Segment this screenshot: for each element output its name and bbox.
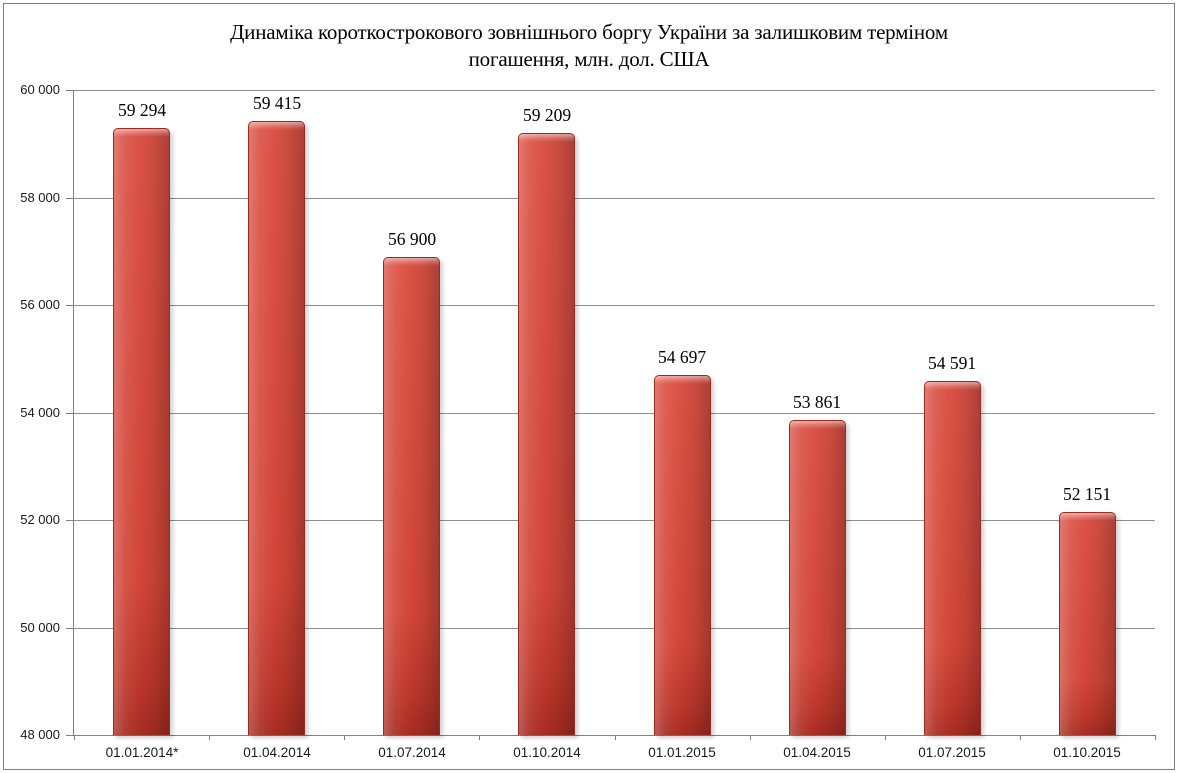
- y-axis-label: 60 000: [20, 82, 60, 97]
- chart-title: Динаміка короткострокового зовнішнього б…: [4, 19, 1174, 73]
- bar: [248, 121, 305, 735]
- bar-value-label: 59 415: [252, 93, 302, 113]
- y-axis-label: 50 000: [20, 620, 60, 635]
- bar-value-label: 56 900: [387, 229, 437, 249]
- y-axis-tick: [66, 520, 74, 521]
- gridline: [74, 520, 1155, 521]
- bar: [924, 381, 981, 735]
- chart-frame: Динаміка короткострокового зовнішнього б…: [3, 3, 1175, 770]
- x-axis-tick: [479, 735, 480, 740]
- gridline: [74, 628, 1155, 629]
- y-axis-tick: [66, 413, 74, 414]
- x-axis-tick: [1155, 735, 1156, 740]
- y-axis-label: 58 000: [20, 190, 60, 205]
- bar: [383, 257, 440, 735]
- x-axis-label: 01.01.2015: [648, 745, 716, 760]
- y-axis-label: 54 000: [20, 405, 60, 420]
- bar: [789, 420, 846, 735]
- x-axis-tick: [885, 735, 886, 740]
- gridline: [74, 305, 1155, 306]
- x-axis-label: 01.10.2014: [513, 745, 581, 760]
- bar-value-label: 54 591: [927, 353, 977, 373]
- x-axis-label: 01.04.2014: [243, 745, 311, 760]
- bar-value-label: 59 209: [522, 105, 572, 125]
- chart-title-line-1: Динаміка короткострокового зовнішнього б…: [230, 20, 948, 44]
- x-axis-label: 01.07.2015: [918, 745, 986, 760]
- x-axis-label: 01.04.2015: [783, 745, 851, 760]
- bar-value-label: 53 861: [792, 392, 842, 412]
- bar-value-label: 59 294: [117, 100, 167, 120]
- x-axis-label: 01.01.2014*: [105, 745, 179, 760]
- gridline: [74, 198, 1155, 199]
- chart-title-line-2: погашення, млн. дол. США: [468, 47, 710, 71]
- x-axis-tick: [74, 735, 75, 740]
- x-axis-tick: [344, 735, 345, 740]
- y-axis-label: 48 000: [20, 727, 60, 742]
- y-axis-tick: [66, 735, 74, 736]
- y-axis-tick: [66, 198, 74, 199]
- bar: [518, 133, 575, 735]
- bar: [654, 375, 711, 735]
- x-axis-tick: [615, 735, 616, 740]
- bar-value-label: 52 151: [1062, 484, 1112, 504]
- y-axis-label: 56 000: [20, 297, 60, 312]
- bar: [113, 128, 170, 735]
- y-axis-label: 52 000: [20, 512, 60, 527]
- x-axis-tick: [209, 735, 210, 740]
- y-axis-tick: [66, 90, 74, 91]
- bar-value-label: 54 697: [657, 347, 707, 367]
- bar: [1059, 512, 1116, 735]
- gridline: [74, 413, 1155, 414]
- x-axis-label: 01.07.2014: [378, 745, 446, 760]
- x-axis-tick: [1020, 735, 1021, 740]
- x-axis-tick: [750, 735, 751, 740]
- gridline: [74, 90, 1155, 91]
- plot-area: 48 000 50 000 52 000 54 000 56 000 58 000 60 0…: [20, 82, 1156, 760]
- x-axis-label: 01.10.2015: [1053, 745, 1121, 760]
- y-axis-tick: [66, 628, 74, 629]
- y-axis-tick: [66, 305, 74, 306]
